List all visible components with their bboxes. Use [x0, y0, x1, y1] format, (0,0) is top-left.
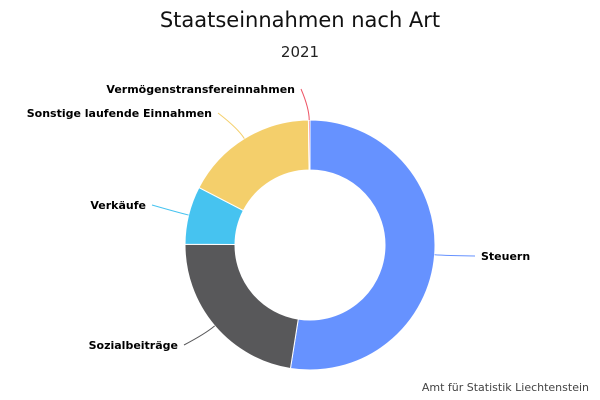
slice-label-5: Vermögenstransfereinnahmen [106, 83, 295, 96]
donut-slice-5[interactable] [307, 119, 311, 171]
chart-credits[interactable]: Amt für Statistik Liechtenstein [421, 381, 589, 394]
slice-label-3: Verkäufe [90, 199, 146, 212]
chart-title: Staatseinnahmen nach Art [159, 8, 441, 32]
connector-line-5 [300, 88, 310, 121]
slice-label-4: Sonstige laufende Einnahmen [27, 107, 212, 120]
donut-slice-2[interactable] [184, 243, 299, 370]
slice-label-1: Steuern [481, 250, 530, 263]
slice-label-2: Sozialbeiträge [89, 339, 178, 352]
connector-line-2 [183, 325, 216, 346]
chart-subtitle: 2021 [280, 43, 320, 61]
donut-slice-1[interactable] [289, 119, 436, 371]
connector-line-3 [151, 204, 189, 216]
connector-line-1 [434, 254, 476, 257]
connector-line-4 [217, 112, 245, 139]
